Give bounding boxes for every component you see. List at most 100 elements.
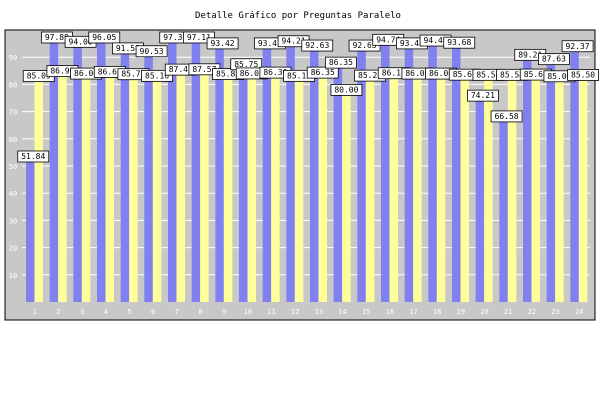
x-tick-label: 13 [315, 308, 323, 316]
x-tick-label: 16 [386, 308, 394, 316]
bar [247, 67, 256, 302]
bar [357, 50, 366, 302]
x-tick-label: 23 [551, 308, 559, 316]
bar [428, 45, 437, 303]
bar [570, 50, 579, 302]
data-label: 93.42 [400, 39, 424, 48]
data-label: 85.16 [145, 71, 169, 80]
data-label: 92.63 [353, 41, 377, 50]
bar [499, 120, 508, 302]
bar [365, 70, 375, 303]
bar [152, 70, 162, 302]
data-label: 80.00 [334, 85, 358, 94]
x-tick-label: 11 [267, 308, 275, 316]
data-label: 96.05 [92, 33, 116, 42]
data-label-box [141, 69, 173, 82]
bar [144, 55, 153, 303]
data-label: 86.35 [311, 68, 335, 77]
bar [404, 47, 414, 302]
data-label: 86.00 [429, 69, 453, 78]
bar [73, 46, 82, 302]
data-label: 93.42 [258, 39, 282, 48]
data-label: 89.21 [518, 50, 542, 59]
bar [452, 47, 461, 302]
x-tick-label: 8 [198, 308, 202, 316]
data-label: 92.63 [305, 41, 329, 50]
data-label: 93.68 [447, 38, 471, 47]
bar [318, 67, 327, 303]
bar [97, 40, 106, 303]
bars [26, 35, 588, 303]
data-label-box [330, 84, 363, 96]
bar [436, 68, 446, 302]
x-tick-label: 15 [362, 308, 370, 316]
data-label: 86.35 [329, 58, 353, 67]
x-tick-label: 4 [104, 308, 108, 316]
data-label: 85.60 [453, 70, 477, 79]
data-label-box [325, 56, 357, 69]
data-label: 85.63 [524, 70, 548, 79]
bar [413, 68, 422, 302]
data-label: 85.75 [234, 60, 258, 69]
data-label-box [17, 150, 50, 163]
x-tick-label: 22 [528, 308, 536, 316]
bar [26, 160, 35, 302]
x-tick-label: 18 [433, 308, 441, 316]
bar [176, 64, 185, 303]
x-tick-label: 17 [409, 308, 417, 316]
data-label: 87.63 [542, 55, 566, 64]
x-tick-label: 7 [175, 308, 179, 316]
x-tick-label: 24 [575, 308, 583, 316]
bar [460, 69, 469, 302]
x-tick-label: 3 [80, 308, 84, 316]
data-label: 92.37 [566, 42, 590, 51]
bar [578, 69, 588, 302]
bar [200, 63, 209, 302]
y-tick-label: 70 [9, 109, 17, 117]
data-label: 85.54 [476, 70, 500, 79]
data-label: 85.00 [547, 72, 571, 81]
y-tick-label: 90 [9, 54, 17, 62]
data-label: 90.53 [140, 47, 164, 56]
y-tick-label: 40 [9, 190, 17, 198]
y-tick-label: 30 [9, 217, 17, 225]
chart-title: Detalle Gráfico por Preguntas Paralelo [195, 11, 401, 21]
data-label: 94.47 [424, 36, 448, 45]
data-label-box [567, 69, 599, 81]
data-label: 85.83 [216, 70, 240, 79]
data-label-box [135, 45, 168, 58]
bar [546, 63, 556, 303]
data-label: 85.54 [500, 70, 524, 79]
x-tick-label: 19 [457, 308, 465, 316]
bar [191, 37, 201, 302]
data-label: 86.00 [74, 69, 98, 78]
data-label: 85.50 [571, 70, 595, 79]
data-label: 86.05 [240, 69, 264, 78]
bar [381, 44, 390, 303]
data-label-box [306, 66, 339, 79]
data-label: 66.58 [495, 112, 519, 121]
data-label: 86.00 [405, 69, 429, 78]
data-label: 91.58 [116, 44, 140, 53]
bar [58, 65, 67, 303]
bar [223, 68, 233, 303]
data-label: 94.21 [282, 37, 306, 46]
bar [271, 67, 280, 302]
bar [342, 84, 351, 303]
y-tick-label: 80 [9, 81, 17, 89]
data-label: 94.74 [376, 35, 400, 44]
data-label: 74.21 [471, 91, 495, 100]
data-label-box [88, 31, 121, 44]
data-label: 85.25 [358, 71, 382, 80]
data-label-box [443, 36, 476, 49]
x-tick-label: 9 [222, 308, 226, 316]
x-tick-label: 21 [504, 308, 512, 316]
data-label: 93.42 [211, 39, 235, 48]
bar [523, 59, 532, 302]
data-label-box [561, 40, 594, 53]
x-tick-label: 6 [151, 308, 155, 316]
x-tick-label: 12 [291, 308, 299, 316]
bar [105, 66, 114, 302]
x-tick-label: 5 [127, 308, 131, 316]
